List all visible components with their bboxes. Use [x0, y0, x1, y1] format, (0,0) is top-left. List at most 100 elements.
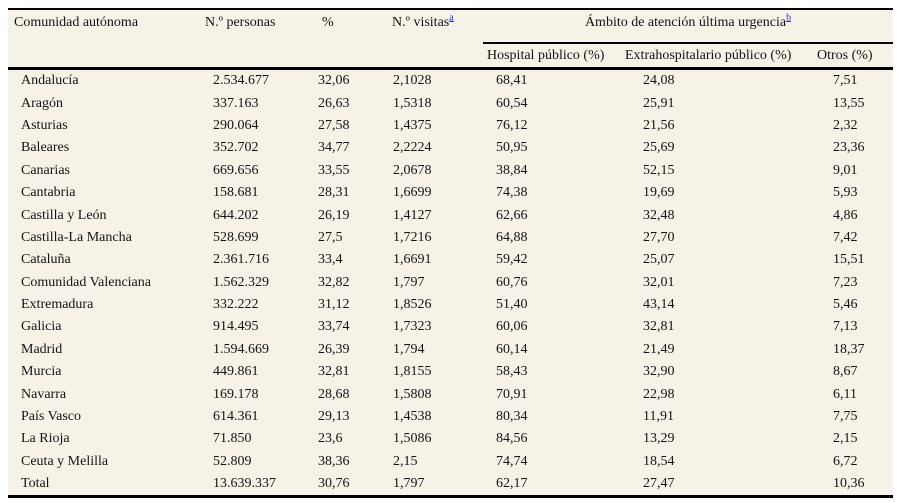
col-header-ambito-group: Ámbito de atención última urgenciab [483, 9, 894, 44]
footnote-a-sup: a [449, 12, 453, 23]
cell-hospital: 64,88 [496, 229, 528, 245]
cell-visitas: 1,4375 [393, 117, 432, 133]
cell-hospital: 58,43 [496, 364, 528, 380]
cell-extrahospitalario: 27,70 [643, 229, 675, 245]
col-header-comunidad: Comunidad autónoma [8, 9, 204, 70]
cell-pct: 31,12 [318, 297, 350, 313]
cell-comunidad: Baleares [21, 140, 70, 156]
cell-comunidad: Castilla-La Mancha [21, 229, 132, 245]
cell-personas: 52.809 [213, 453, 252, 469]
cell-pct: 33,55 [318, 162, 350, 178]
cell-pct: 23,6 [318, 431, 343, 447]
cell-personas: 2.534.677 [213, 73, 269, 89]
cell-hospital: 60,14 [496, 341, 528, 357]
cell-personas: 914.495 [213, 319, 259, 335]
cell-personas: 528.699 [213, 229, 259, 245]
cell-extrahospitalario: 22,98 [643, 386, 675, 402]
cell-comunidad: Cantabria [21, 185, 76, 201]
cell-pct: 32,81 [318, 364, 350, 380]
table-row: Ceuta y Melilla 52.809 38,36 2,15 74,74 18,54… [8, 451, 893, 473]
cell-pct: 27,5 [318, 229, 343, 245]
cell-otros: 7,13 [833, 319, 858, 335]
cell-visitas: 1,5086 [393, 431, 432, 447]
cell-extrahospitalario: 43,14 [643, 297, 675, 313]
cell-visitas: 2,1028 [393, 73, 432, 89]
col-header-personas: N.º personas [204, 9, 316, 70]
table-row: Canarias 669.656 33,55 2,0678 38,84 52,15 9,01 [8, 160, 893, 182]
cell-extrahospitalario: 21,49 [643, 341, 675, 357]
footnote-b-sup: b [786, 12, 791, 23]
table-row: Castilla-La Mancha 528.699 27,5 1,7216 64,88… [8, 227, 893, 249]
cell-otros: 23,36 [833, 140, 865, 156]
cell-visitas: 1,5318 [393, 95, 432, 111]
cell-otros: 13,55 [833, 95, 865, 111]
cell-personas: 2.361.716 [213, 252, 269, 268]
cell-comunidad: Murcia [21, 364, 62, 380]
cell-extrahospitalario: 25,69 [643, 140, 675, 156]
cell-visitas: 1,6699 [393, 185, 432, 201]
table-row: Total 13.639.337 30,76 1,797 62,17 27,47 10,36 [8, 473, 893, 497]
cell-visitas: 2,15 [393, 453, 418, 469]
table-body: Andalucía 2.534.677 32,06 2,1028 68,41 24,08 7… [8, 69, 893, 497]
table-row: Castilla y León 644.202 26,19 1,4127 62,66 32… [8, 204, 893, 226]
cell-personas: 614.361 [213, 409, 259, 425]
cell-extrahospitalario: 18,54 [643, 453, 675, 469]
cell-visitas: 1,7216 [393, 229, 432, 245]
cell-pct: 27,58 [318, 117, 350, 133]
col-header-percent: % [316, 9, 390, 70]
cell-personas: 13.639.337 [213, 476, 276, 492]
cell-extrahospitalario: 32,90 [643, 364, 675, 380]
cell-comunidad: Andalucía [21, 73, 79, 89]
footnote-a-link[interactable]: a [449, 12, 454, 24]
cell-hospital: 84,56 [496, 431, 528, 447]
cell-comunidad: Comunidad Valenciana [21, 274, 151, 290]
cell-personas: 169.178 [213, 386, 259, 402]
cell-personas: 71.850 [213, 431, 252, 447]
cell-pct: 30,76 [318, 476, 350, 492]
cell-extrahospitalario: 13,29 [643, 431, 675, 447]
cell-personas: 352.702 [213, 140, 259, 156]
cell-visitas: 1,4127 [393, 207, 432, 223]
table-row: Asturias 290.064 27,58 1,4375 76,12 21,56 2,32 [8, 115, 893, 137]
cell-comunidad: Aragón [21, 95, 63, 111]
cell-comunidad: Ceuta y Melilla [21, 453, 109, 469]
table-row: Aragón 337.163 26,63 1,5318 60,54 25,91 13,55 [8, 92, 893, 114]
table-row: La Rioja 71.850 23,6 1,5086 84,56 13,29 2,15 [8, 428, 893, 450]
cell-hospital: 80,34 [496, 409, 528, 425]
cell-personas: 1.594.669 [213, 341, 269, 357]
cell-visitas: 1,5808 [393, 386, 432, 402]
table-row: Galicia 914.495 33,74 1,7323 60,06 32,81 7,13 [8, 316, 893, 338]
cell-otros: 10,36 [833, 476, 865, 492]
cell-hospital: 60,54 [496, 95, 528, 111]
cell-personas: 669.656 [213, 162, 259, 178]
table-row: Murcia 449.861 32,81 1,8155 58,43 32,90 8,67 [8, 361, 893, 383]
cell-comunidad: Galicia [21, 319, 62, 335]
cell-otros: 5,93 [833, 185, 858, 201]
cell-pct: 29,13 [318, 409, 350, 425]
cell-hospital: 76,12 [496, 117, 528, 133]
cell-pct: 26,19 [318, 207, 350, 223]
cell-hospital: 68,41 [496, 73, 528, 89]
cell-extrahospitalario: 24,08 [643, 73, 675, 89]
cell-extrahospitalario: 32,48 [643, 207, 675, 223]
cell-extrahospitalario: 21,56 [643, 117, 675, 133]
cell-pct: 26,39 [318, 341, 350, 357]
cell-extrahospitalario: 19,69 [643, 185, 675, 201]
table-row: Cantabria 158.681 28,31 1,6699 74,38 19,69 5,9… [8, 182, 893, 204]
footnote-b-link[interactable]: b [786, 12, 792, 24]
cell-visitas: 1,797 [393, 476, 425, 492]
header-row-sub: Hospital público (%) Extrahospitalario p… [8, 43, 894, 70]
cell-comunidad: País Vasco [21, 409, 82, 425]
cell-personas: 449.861 [213, 364, 259, 380]
table-header: Comunidad autónoma N.º personas % N.º vi… [8, 9, 894, 70]
cell-visitas: 2,0678 [393, 162, 432, 178]
cell-visitas: 1,797 [393, 274, 425, 290]
cell-personas: 290.064 [213, 117, 259, 133]
cell-visitas: 2,2224 [393, 140, 432, 156]
cell-extrahospitalario: 52,15 [643, 162, 675, 178]
regions-emergency-care-table: Comunidad autónoma N.º personas % N.º vi… [8, 8, 894, 499]
cell-extrahospitalario: 27,47 [643, 476, 675, 492]
cell-hospital: 38,84 [496, 162, 528, 178]
cell-comunidad: Asturias [21, 117, 68, 133]
col-header-otros: Otros (%) [810, 43, 894, 70]
